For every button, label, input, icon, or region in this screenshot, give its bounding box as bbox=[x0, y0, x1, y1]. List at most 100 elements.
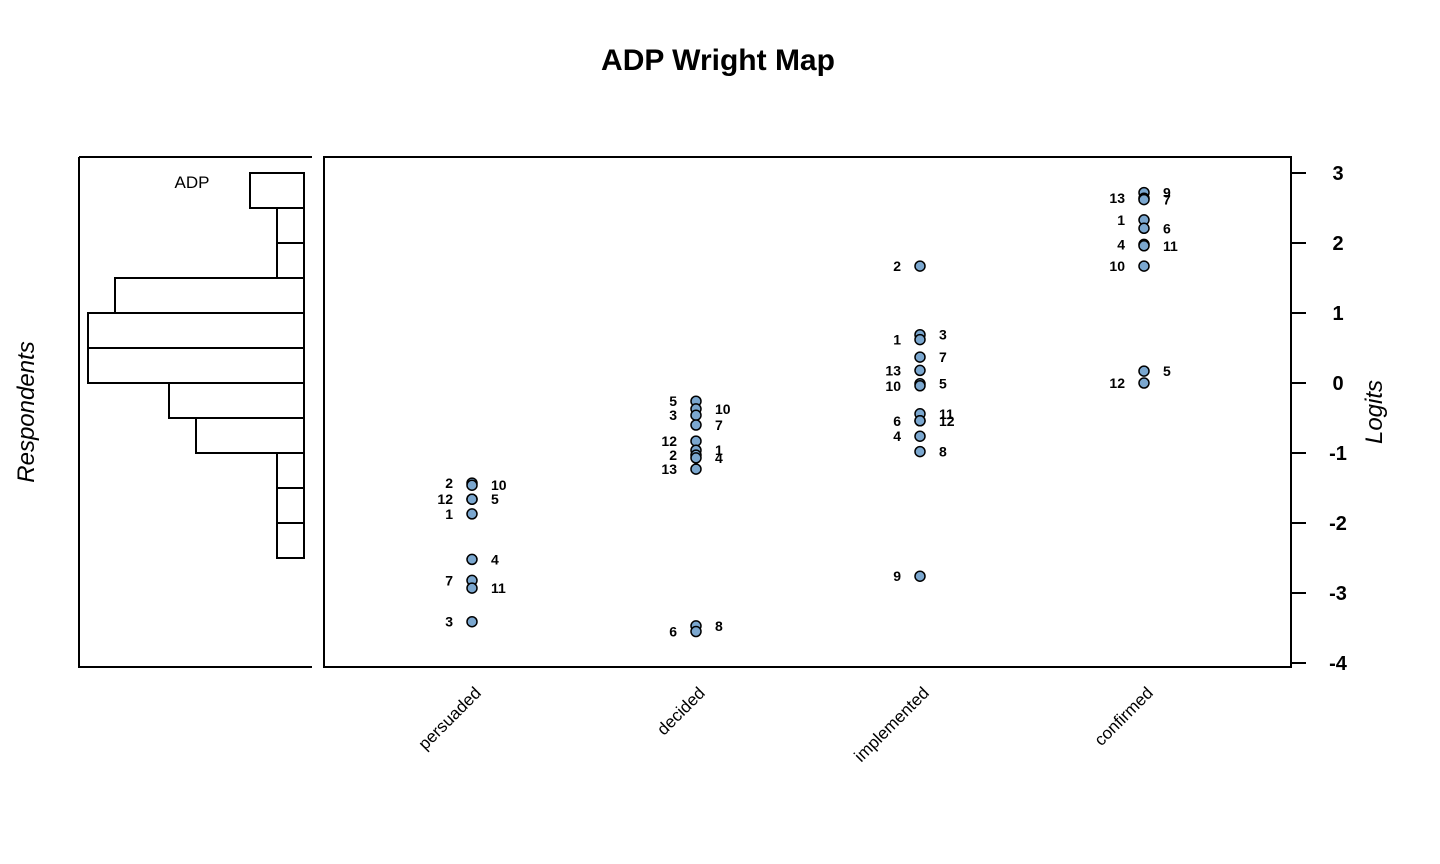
item-point-label: 3 bbox=[669, 407, 677, 423]
histogram-bar bbox=[87, 312, 305, 349]
item-points bbox=[466, 186, 1150, 638]
item-point bbox=[690, 419, 702, 431]
item-point-label: 5 bbox=[1163, 363, 1171, 379]
item-point bbox=[466, 493, 478, 505]
histogram-bar bbox=[114, 277, 305, 314]
logits-tick-label: -2 bbox=[1329, 513, 1347, 535]
item-point bbox=[690, 463, 702, 475]
item-point-label: 2 bbox=[445, 475, 453, 491]
item-point-label: 5 bbox=[669, 393, 677, 409]
logits-tick-label: 1 bbox=[1332, 303, 1343, 325]
histogram-bar bbox=[276, 487, 305, 524]
category-label: confirmed bbox=[1091, 683, 1157, 749]
item-point-label: 5 bbox=[939, 376, 947, 392]
item-point bbox=[690, 409, 702, 421]
item-point-label: 7 bbox=[1163, 192, 1171, 208]
item-point-label: 7 bbox=[445, 572, 453, 588]
histogram-bar bbox=[168, 382, 305, 419]
logits-tick-label: 2 bbox=[1332, 233, 1343, 255]
logits-tick-label: -1 bbox=[1329, 443, 1347, 465]
item-point bbox=[914, 430, 926, 442]
item-point-label: 11 bbox=[491, 580, 506, 596]
item-point-label: 7 bbox=[715, 417, 723, 433]
item-point bbox=[914, 380, 926, 392]
item-point-label: 3 bbox=[445, 614, 453, 630]
item-point-label: 6 bbox=[893, 413, 901, 429]
item-point bbox=[466, 615, 478, 628]
item-point bbox=[1138, 377, 1150, 389]
item-point-label: 13 bbox=[661, 461, 677, 477]
item-point-label: 1 bbox=[715, 442, 723, 458]
item-point-label: 4 bbox=[1117, 236, 1125, 252]
item-point-label: 12 bbox=[1109, 375, 1125, 391]
item-point bbox=[466, 582, 478, 594]
item-point-label: 2 bbox=[669, 447, 677, 463]
item-point-label: 6 bbox=[669, 624, 677, 640]
item-point-label: 10 bbox=[885, 378, 901, 394]
logits-tick-label: 3 bbox=[1332, 163, 1343, 185]
histogram-bar bbox=[87, 347, 305, 384]
category-label: persuaded bbox=[415, 683, 485, 753]
item-point-label: 10 bbox=[1109, 258, 1125, 274]
item-point bbox=[914, 260, 926, 272]
logits-axis-label: Logits bbox=[1361, 380, 1388, 444]
item-point bbox=[914, 415, 926, 427]
item-point-label: 4 bbox=[491, 551, 499, 567]
item-point-label: 6 bbox=[1163, 220, 1171, 236]
logits-tick-label: 0 bbox=[1332, 373, 1343, 395]
item-point bbox=[1138, 240, 1150, 252]
item-point-label: 4 bbox=[893, 428, 901, 444]
item-point bbox=[914, 364, 926, 377]
item-point-label: 10 bbox=[491, 477, 507, 493]
item-point bbox=[914, 333, 926, 346]
logits-tick-label: -4 bbox=[1329, 653, 1348, 675]
item-point bbox=[1138, 193, 1150, 206]
item-point bbox=[1138, 260, 1150, 272]
item-point-label: 9 bbox=[893, 568, 901, 584]
item-point bbox=[466, 479, 478, 491]
item-point-label: 8 bbox=[939, 444, 947, 460]
histogram-bar bbox=[195, 417, 305, 454]
item-point bbox=[466, 508, 478, 520]
category-label: decided bbox=[653, 683, 709, 739]
chart-title: ADP Wright Map bbox=[601, 44, 835, 77]
item-point-label: 2 bbox=[893, 258, 901, 274]
logits-axis: 3 2 1 0 -1 -2 -3 -4 bbox=[1290, 163, 1348, 675]
item-point-label: 11 bbox=[1163, 238, 1178, 254]
item-point bbox=[1138, 222, 1150, 235]
logits-tick-label: -3 bbox=[1329, 583, 1347, 605]
histogram-bars bbox=[87, 172, 305, 559]
histogram-bar bbox=[249, 172, 305, 209]
item-point-label: 1 bbox=[1117, 212, 1125, 228]
item-point-label: 9 bbox=[1163, 185, 1171, 201]
item-point bbox=[914, 351, 926, 363]
item-point-label: 5 bbox=[491, 491, 499, 507]
respondent-histogram-panel: ADP bbox=[78, 156, 312, 668]
item-point-label: 1 bbox=[445, 506, 453, 522]
item-point bbox=[1138, 365, 1150, 377]
item-point-label: 4 bbox=[715, 450, 723, 466]
category-labels: persuaded decided implemented confirmed bbox=[415, 683, 1157, 765]
item-point-label: 13 bbox=[885, 362, 901, 378]
histogram-bar bbox=[276, 207, 305, 244]
item-point bbox=[466, 553, 478, 566]
respondents-axis-label: Respondents bbox=[13, 341, 40, 482]
item-point-label: 12 bbox=[939, 413, 955, 429]
item-point bbox=[914, 445, 926, 458]
item-point-label: 13 bbox=[1109, 190, 1125, 206]
item-point-label: 11 bbox=[939, 406, 954, 422]
item-point-label: 12 bbox=[437, 491, 453, 507]
category-label: implemented bbox=[851, 683, 933, 765]
histogram-bar bbox=[276, 522, 305, 559]
item-point-label: 1 bbox=[893, 332, 901, 348]
item-point bbox=[690, 452, 702, 464]
item-point-label: 10 bbox=[715, 401, 731, 417]
histogram-bar bbox=[276, 452, 305, 489]
histogram-title: ADP bbox=[175, 173, 210, 192]
item-point bbox=[690, 625, 702, 638]
item-point-label: 3 bbox=[939, 327, 947, 343]
item-point bbox=[914, 570, 926, 582]
